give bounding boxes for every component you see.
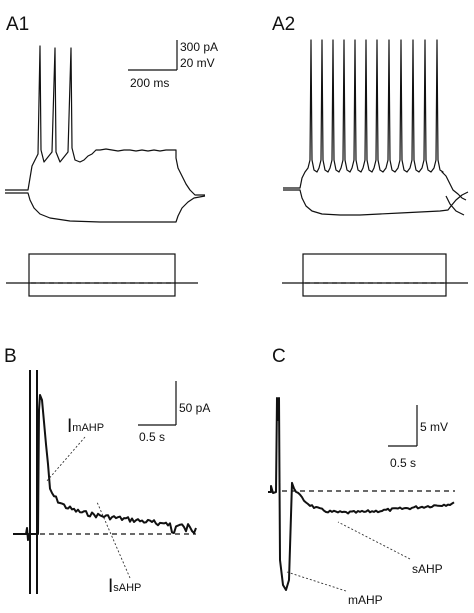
c-sahp-label: sAHP (412, 562, 443, 576)
c-scalebar: 5 mV 0.5 s (388, 405, 448, 470)
panel-a2-label: A2 (272, 14, 295, 35)
a1-hyperpolarizing-trace (5, 192, 206, 223)
a1-depolarizing-trace (5, 45, 205, 196)
panel-a1-label: A1 (6, 14, 29, 35)
a-scalebar-time-label: 200 ms (130, 76, 169, 90)
a-scalebar-voltage-label: 20 mV (180, 56, 215, 70)
b-scalebar-time-label: 0.5 s (139, 430, 165, 444)
a-scalebar-current-label: 300 pA (180, 40, 218, 54)
panel-b-label: B (4, 346, 17, 367)
a-scalebar: 300 pA 20 mV 200 ms (128, 40, 218, 90)
panel-c: C 5 mV 0.5 s mAHP sAHP (268, 346, 455, 607)
a2-hyperpolarizing-trace (283, 189, 469, 216)
panel-b: B 50 pA 0.5 s ImAHP IsAHP (4, 346, 210, 597)
c-scalebar-voltage-label: 5 mV (420, 420, 448, 434)
c-mahp-label: mAHP (348, 593, 383, 607)
b-scalebar-current-label: 50 pA (179, 401, 210, 415)
c-voltage-trace (268, 397, 455, 591)
a1-current-protocol (6, 253, 198, 297)
b-scalebar: 50 pA 0.5 s (138, 381, 210, 444)
b-isahp-label: IsAHP (108, 576, 141, 597)
a2-current-protocol (282, 253, 468, 297)
b-current-trace (13, 394, 197, 541)
b-imahp-label: ImAHP (67, 416, 104, 437)
panel-a2: A2 (272, 14, 469, 297)
panel-c-label: C (272, 346, 286, 367)
c-scalebar-time-label: 0.5 s (390, 456, 416, 470)
panel-a1: A1 300 pA 20 mV 200 ms (5, 14, 218, 297)
a2-depolarizing-trace (283, 39, 467, 201)
